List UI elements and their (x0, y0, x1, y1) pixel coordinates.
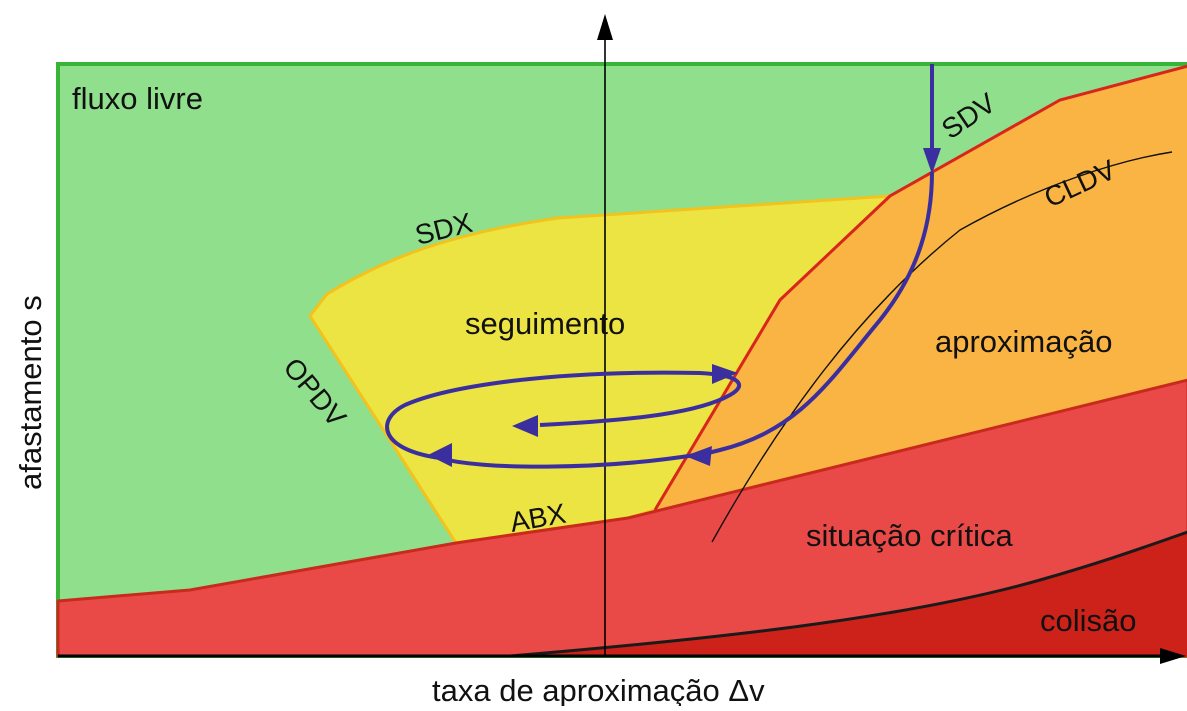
x-axis-arrowhead (1160, 648, 1186, 664)
label-collision: colisão (1040, 603, 1137, 638)
x-axis-title: taxa de aproximação Δv (432, 673, 765, 706)
y-axis-arrowhead (597, 14, 613, 40)
sdv-boundary-line (653, 64, 1187, 511)
y-axis-title: afastamento s (13, 295, 48, 490)
cldv-curve (711, 151, 1173, 543)
trajectory-arrow-left-lower (685, 446, 712, 466)
label-approach: aproximação (935, 324, 1112, 359)
collision-boundary-line (509, 530, 1187, 658)
trajectory-arrow-left-mid (428, 443, 452, 467)
trajectory-return (439, 453, 696, 469)
trajectory (385, 64, 934, 469)
label-free-flow: fluxo livre (72, 81, 203, 116)
trajectory-loop (385, 370, 742, 460)
trajectory-curve (699, 171, 934, 457)
region-collision (510, 532, 1187, 656)
trajectory-arrow-left-inner (512, 415, 538, 437)
trajectory-arrow-down (923, 148, 941, 174)
label-critical: situação crítica (806, 518, 1014, 553)
region-approach (655, 66, 1187, 510)
label-following: seguimento (465, 306, 625, 341)
trajectory-arrow-right-top (712, 364, 738, 384)
